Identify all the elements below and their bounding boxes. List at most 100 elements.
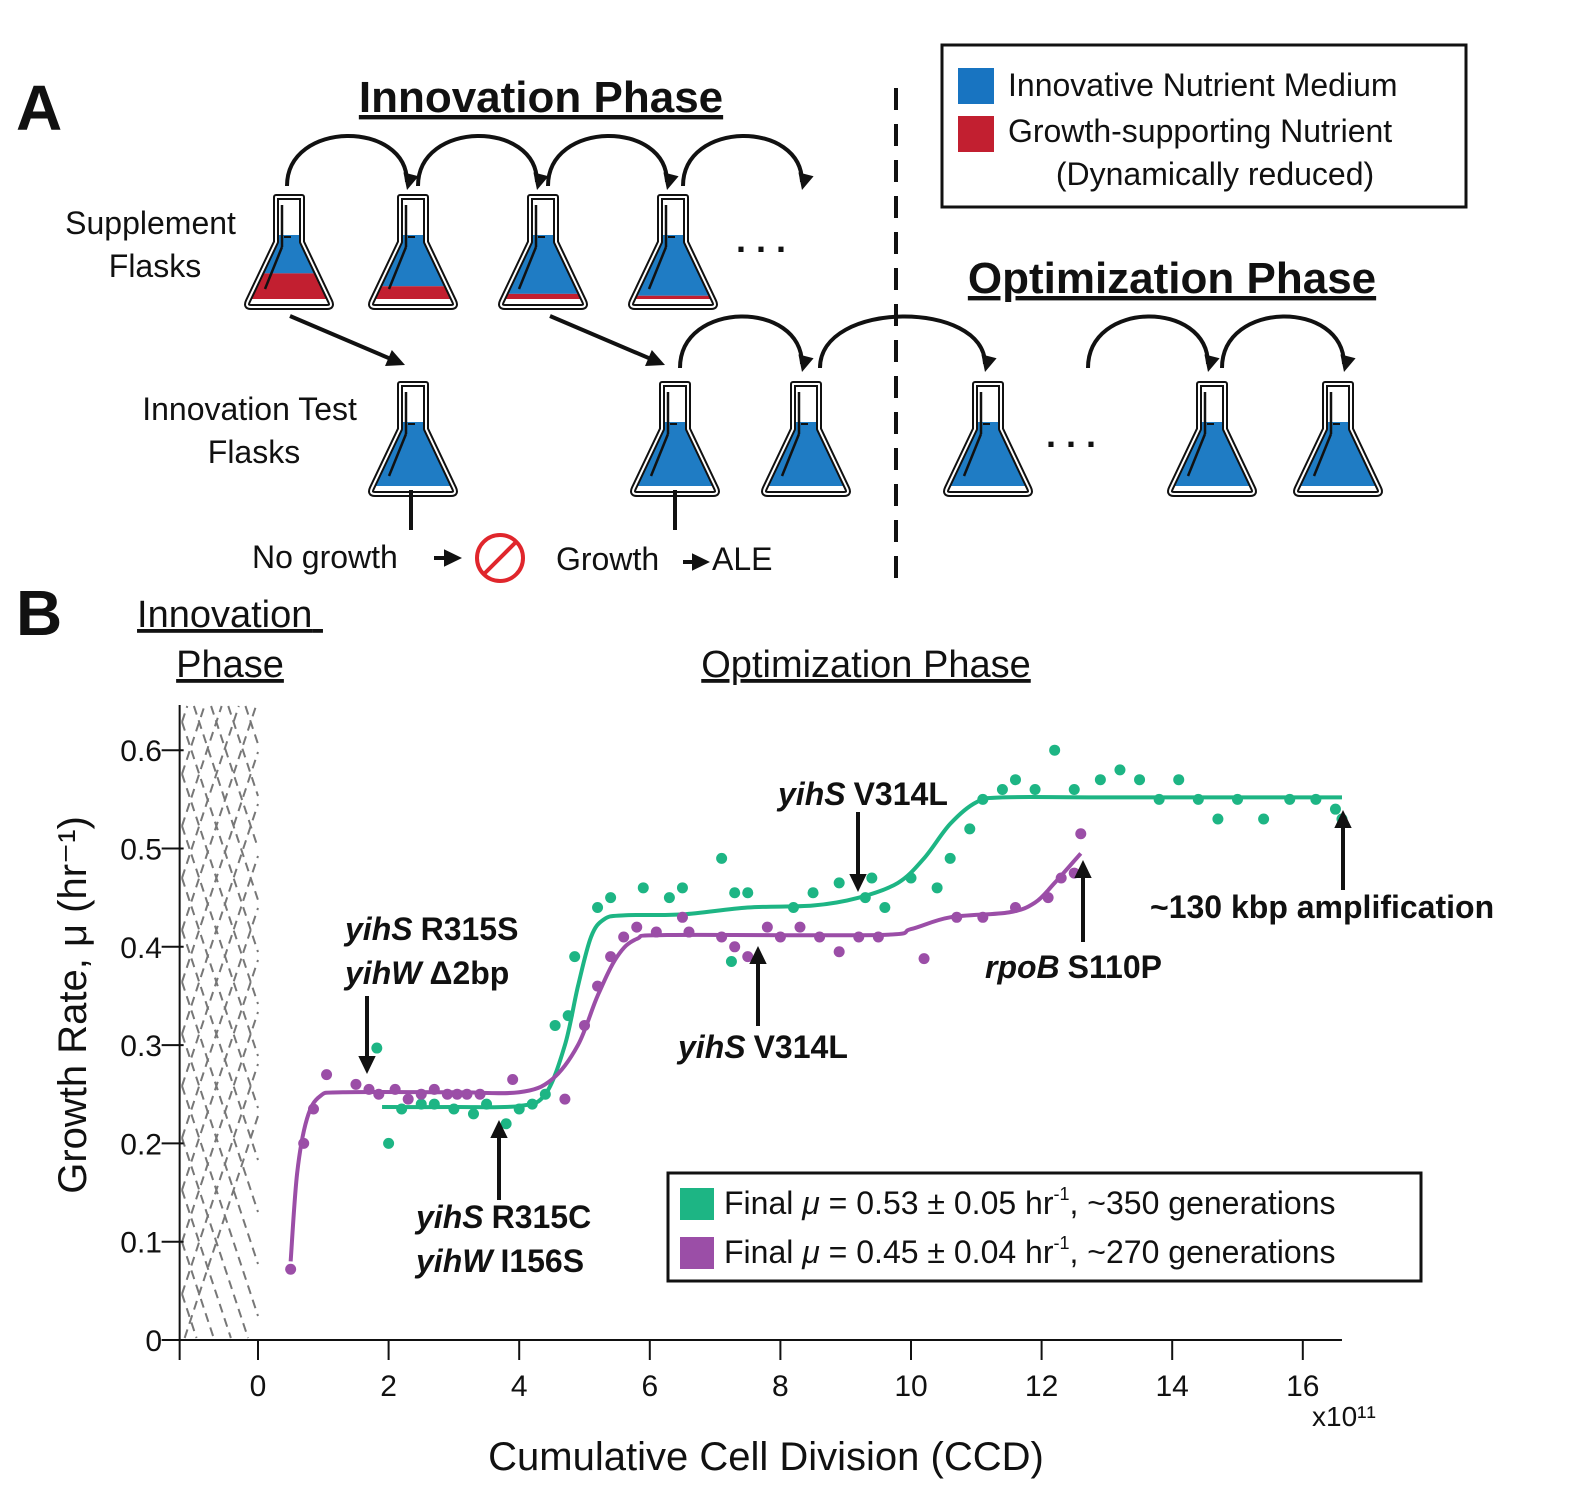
panel-b: B Innovation Phase Optimization Phase 00… [16, 577, 1494, 1479]
data-point [663, 892, 675, 904]
curved-arrow [678, 314, 814, 372]
data-point [879, 901, 891, 913]
data-point [308, 1103, 320, 1115]
data-point [298, 1137, 310, 1149]
data-point [637, 882, 649, 894]
data-point [415, 1088, 427, 1100]
data-point [859, 892, 871, 904]
legend-item-label: Innovative Nutrient Medium [1008, 67, 1398, 103]
annotation-arrow [358, 996, 376, 1074]
annotation-arrow [749, 946, 767, 1026]
x-tick-label: 6 [641, 1370, 658, 1403]
test-flask [1293, 381, 1383, 497]
data-point [428, 1098, 440, 1110]
data-point [807, 887, 819, 899]
data-point [451, 1088, 463, 1100]
data-point [1029, 784, 1041, 796]
data-point [383, 1137, 395, 1149]
legend-swatch-blue [958, 68, 994, 104]
data-point [833, 946, 845, 958]
legend-b: Final μ = 0.53 ± 0.05 hr-1, ~350 generat… [666, 1171, 1423, 1283]
y-tick-label: 0.5 [120, 834, 162, 867]
data-point [579, 1019, 590, 1031]
data-point [918, 953, 930, 965]
panel-a-label: A [16, 72, 62, 144]
data-point [814, 931, 826, 943]
annotation-arrow [849, 812, 867, 892]
legend-swatch-green [680, 1188, 714, 1220]
data-point [396, 1103, 408, 1115]
transfer-arrows [285, 134, 1356, 571]
data-point [467, 1108, 479, 1120]
panel-b-label: B [16, 577, 62, 649]
data-point [650, 926, 662, 938]
data-point [1284, 793, 1296, 805]
data-point [592, 901, 604, 913]
annotation-yihS-V314L-green: yihS V314L [776, 776, 948, 812]
growth-label: Growth [556, 541, 659, 577]
ellipsis-test: . . . [1046, 414, 1096, 455]
curved-arrow [818, 314, 997, 372]
data-point [1329, 803, 1341, 815]
data-point [1212, 813, 1224, 825]
data-point [1192, 793, 1204, 805]
data-point [1094, 774, 1106, 786]
supplement-flasks-label: Supplement Flasks [65, 205, 245, 284]
annotation-amplification: ~130 kbp amplification [1150, 889, 1494, 925]
curved-arrow [546, 134, 679, 190]
legend-entry-green: Final μ = 0.53 ± 0.05 hr-1, ~350 generat… [724, 1184, 1336, 1221]
supplement-flask [498, 194, 588, 310]
curved-arrow [285, 134, 419, 190]
ale-label: ALE [712, 541, 772, 577]
annotation-arrow [490, 1120, 508, 1200]
annotation-arrow [1334, 810, 1352, 890]
data-point [1134, 774, 1146, 786]
data-point [481, 1098, 493, 1110]
x-tick-label: 0 [250, 1370, 267, 1403]
test-flasks-label: Innovation Test Flasks [142, 391, 366, 470]
data-point [428, 1083, 440, 1095]
data-point [513, 1103, 525, 1115]
innovation-phase-label: Innovation Phase [137, 594, 323, 686]
data-point [964, 823, 976, 835]
data-point [729, 941, 741, 953]
legend-swatch-red [958, 116, 994, 152]
data-point [526, 1098, 538, 1110]
x-axis-multiplier: x10¹¹ [1312, 1401, 1376, 1432]
data-point [402, 1093, 414, 1105]
x-tick-label: 16 [1286, 1370, 1319, 1403]
data-point [605, 892, 617, 904]
annotation-rpoB-S110P: rpoB S110P [985, 949, 1162, 985]
data-point [461, 1088, 473, 1100]
data-point [977, 793, 989, 805]
x-tick-label: 12 [1025, 1370, 1058, 1403]
data-point [549, 1019, 561, 1031]
annotation-arrow [1074, 860, 1092, 942]
ellipsis-supplement: . . . [736, 219, 786, 260]
supplement-flask [244, 194, 334, 310]
legend-item-label: Growth-supporting Nutrient [1008, 113, 1392, 149]
annotation-yihS-R315C: yihS R315C [414, 1199, 591, 1235]
data-point [742, 887, 754, 899]
x-tick-label: 14 [1156, 1370, 1189, 1403]
data-point [1232, 793, 1243, 805]
data-point [853, 931, 865, 943]
test-flask [1167, 381, 1257, 497]
data-point [1173, 774, 1185, 786]
data-point [539, 1088, 551, 1100]
test-flask [943, 381, 1033, 497]
data-point [787, 901, 799, 913]
data-point [1009, 901, 1021, 913]
y-tick-label: 0 [145, 1325, 162, 1358]
data-point [500, 1118, 512, 1130]
data-point [1114, 764, 1126, 776]
no-growth-icon [475, 533, 525, 583]
data-point [448, 1103, 460, 1115]
data-point [1009, 774, 1021, 786]
data-point [931, 882, 943, 894]
supplement-flask [368, 194, 458, 310]
data-point [507, 1074, 519, 1086]
data-point [1075, 828, 1087, 840]
x-tick-label: 2 [380, 1370, 397, 1403]
